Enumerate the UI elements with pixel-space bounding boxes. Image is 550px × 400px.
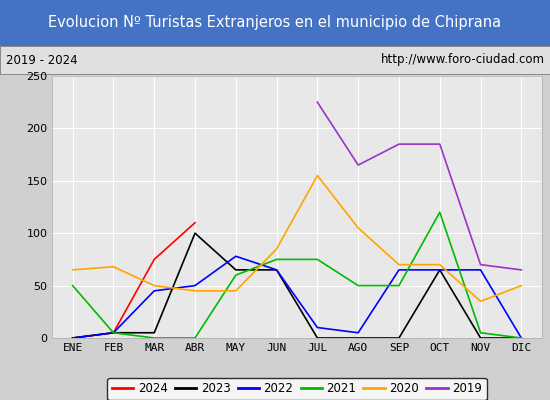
Text: 2019 - 2024: 2019 - 2024 [6, 54, 77, 66]
2021 [151, 336, 157, 340]
2024 [192, 220, 199, 225]
2023 [518, 336, 525, 340]
2023 [314, 336, 321, 340]
2022 [355, 330, 361, 335]
2023 [110, 330, 117, 335]
2022 [110, 330, 117, 335]
2022 [477, 268, 484, 272]
2022 [437, 268, 443, 272]
2021 [192, 336, 199, 340]
2024 [110, 330, 117, 335]
2023 [233, 268, 239, 272]
2022 [69, 336, 76, 340]
2022 [151, 288, 157, 293]
2020 [233, 288, 239, 293]
2023 [273, 268, 280, 272]
Line: 2021: 2021 [73, 212, 521, 338]
2022 [518, 336, 525, 340]
2021 [477, 330, 484, 335]
2023 [69, 336, 76, 340]
2020 [192, 288, 199, 293]
2021 [110, 330, 117, 335]
2019 [437, 142, 443, 146]
2021 [518, 336, 525, 340]
2021 [437, 210, 443, 215]
Line: 2019: 2019 [317, 102, 521, 270]
2021 [355, 283, 361, 288]
2019 [518, 268, 525, 272]
2020 [110, 264, 117, 269]
2019 [395, 142, 402, 146]
2023 [477, 336, 484, 340]
2024 [151, 257, 157, 262]
2020 [477, 299, 484, 304]
2019 [477, 262, 484, 267]
2020 [355, 226, 361, 230]
2020 [518, 283, 525, 288]
Text: Evolucion Nº Turistas Extranjeros en el municipio de Chiprana: Evolucion Nº Turistas Extranjeros en el … [48, 16, 502, 30]
2020 [151, 283, 157, 288]
2022 [233, 254, 239, 259]
Text: http://www.foro-ciudad.com: http://www.foro-ciudad.com [381, 54, 544, 66]
2024 [69, 336, 76, 340]
2021 [314, 257, 321, 262]
2021 [233, 273, 239, 278]
2019 [355, 163, 361, 168]
2023 [151, 330, 157, 335]
2023 [192, 231, 199, 236]
2023 [395, 336, 402, 340]
2023 [437, 268, 443, 272]
Line: 2023: 2023 [73, 233, 521, 338]
2021 [69, 283, 76, 288]
2020 [69, 268, 76, 272]
Line: 2022: 2022 [73, 256, 521, 338]
Legend: 2024, 2023, 2022, 2021, 2020, 2019: 2024, 2023, 2022, 2021, 2020, 2019 [107, 378, 487, 400]
2022 [192, 283, 199, 288]
2021 [273, 257, 280, 262]
2022 [395, 268, 402, 272]
2020 [437, 262, 443, 267]
Line: 2020: 2020 [73, 176, 521, 301]
2019 [314, 100, 321, 104]
Line: 2024: 2024 [73, 223, 195, 338]
2022 [273, 268, 280, 272]
2020 [395, 262, 402, 267]
2020 [273, 246, 280, 251]
2022 [314, 325, 321, 330]
2021 [395, 283, 402, 288]
2023 [355, 336, 361, 340]
2020 [314, 173, 321, 178]
